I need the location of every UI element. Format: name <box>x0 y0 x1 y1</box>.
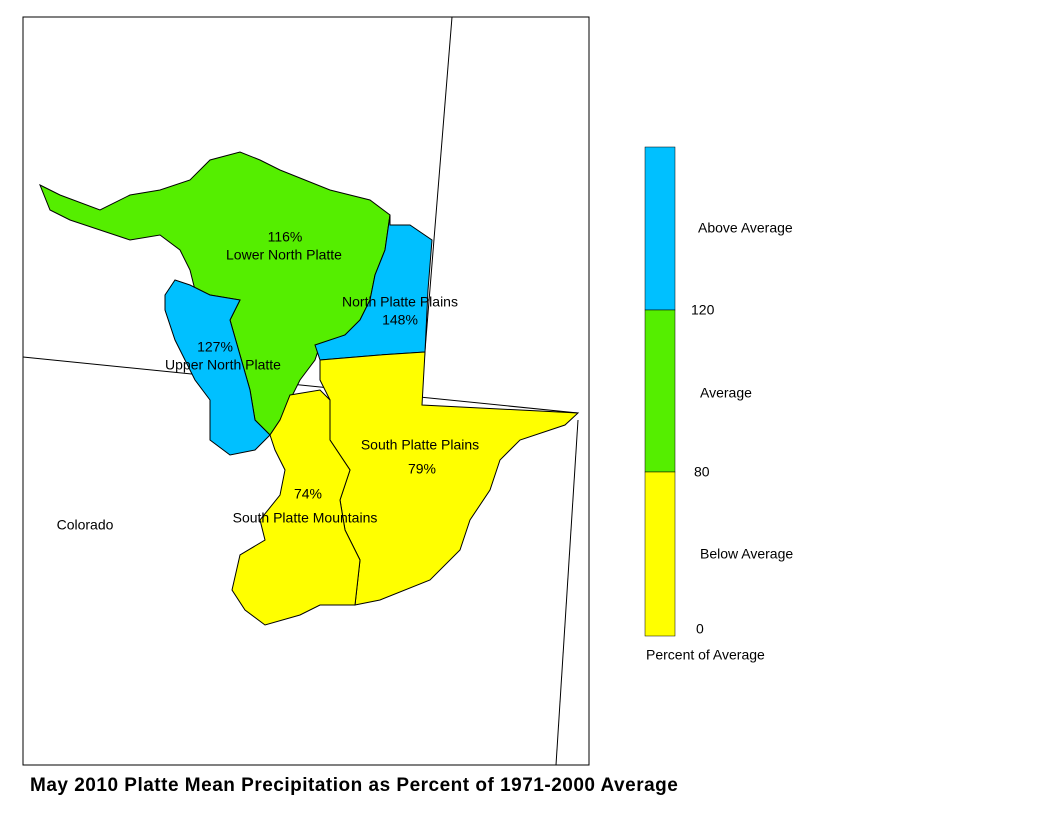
map-title: May 2010 Platte Mean Precipitation as Pe… <box>30 775 678 796</box>
region-value: 116% <box>268 229 303 245</box>
region-name: Lower North Platte <box>226 247 342 263</box>
legend-class: Above Average <box>698 220 793 236</box>
legend-swatch <box>644 146 676 311</box>
region-value: 79% <box>408 461 436 477</box>
region-value: 127% <box>197 339 233 355</box>
legend-swatch <box>644 471 676 637</box>
legend-caption: Percent of Average <box>646 647 765 663</box>
legend-class: Below Average <box>700 546 793 562</box>
region-north-platte-plains <box>314 214 433 361</box>
state-label: Colorado <box>57 517 114 533</box>
region-south-platte-mountains <box>231 389 361 626</box>
legend-break: 80 <box>694 464 710 480</box>
region-name: North Platte Plains <box>342 294 458 310</box>
map-frame <box>22 16 590 766</box>
legend-break: 0 <box>696 621 704 637</box>
region-name: Upper North Platte <box>165 357 281 373</box>
state-border <box>555 419 579 766</box>
legend-class: Average <box>700 385 752 401</box>
region-value: 148% <box>382 312 418 328</box>
legend-break: 120 <box>691 302 715 318</box>
state-border <box>22 356 579 414</box>
legend-swatch <box>644 309 676 473</box>
region-value: 74% <box>294 486 322 502</box>
region-upper-north-platte <box>164 279 271 456</box>
region-name: South Platte Plains <box>361 437 479 453</box>
region-name: South Platte Mountains <box>233 510 378 526</box>
